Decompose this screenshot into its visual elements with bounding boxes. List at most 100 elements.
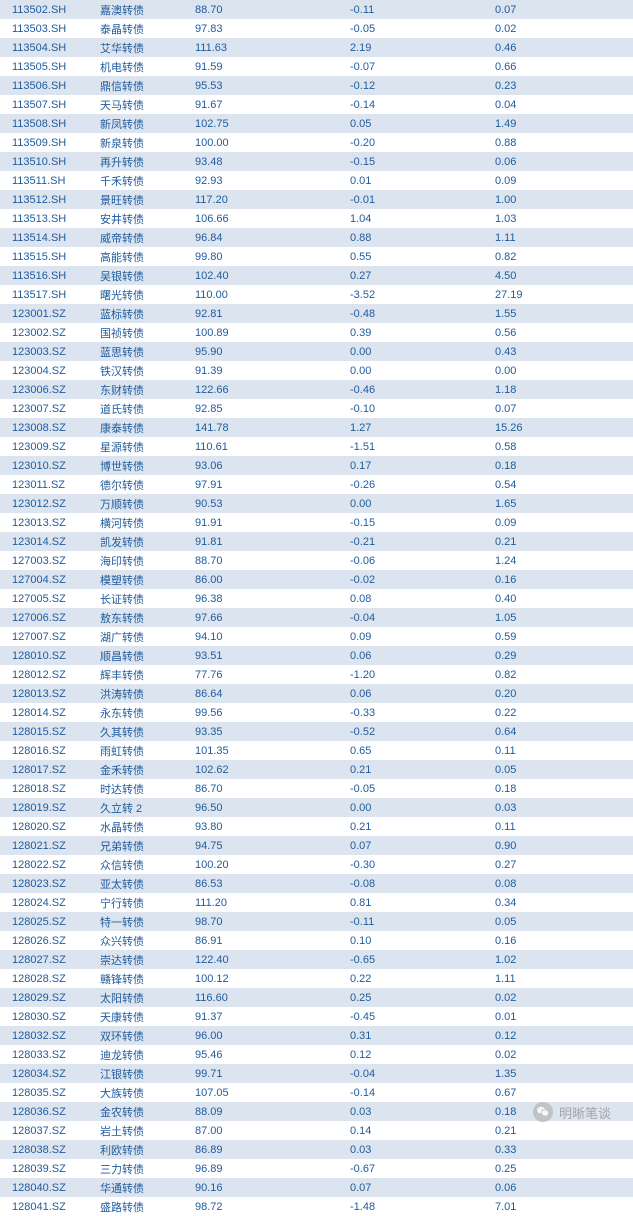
bond-last: 0.40 (495, 593, 633, 605)
bond-last: 7.01 (495, 1201, 633, 1213)
bond-change: -0.02 (350, 574, 495, 586)
bond-code: 127003.SZ (0, 555, 100, 567)
bond-name: 千禾转债 (100, 173, 195, 189)
table-row: 128014.SZ永东转债99.56-0.330.22 (0, 703, 633, 722)
table-row: 123008.SZ康泰转债141.781.2715.26 (0, 418, 633, 437)
bond-price: 91.59 (195, 61, 350, 73)
bond-change: -1.48 (350, 1201, 495, 1213)
table-row: 113512.SH景旺转债117.20-0.011.00 (0, 190, 633, 209)
bond-last: 1.24 (495, 555, 633, 567)
bond-price: 141.78 (195, 422, 350, 434)
bond-name: 吴银转债 (100, 268, 195, 284)
table-row: 113511.SH千禾转债92.930.010.09 (0, 171, 633, 190)
table-row: 128040.SZ华通转债90.160.070.06 (0, 1178, 633, 1197)
bond-last: 0.64 (495, 726, 633, 738)
bond-code: 128038.SZ (0, 1144, 100, 1156)
table-row: 128013.SZ洪涛转债86.640.060.20 (0, 684, 633, 703)
bond-name: 威帝转债 (100, 230, 195, 246)
bond-code: 128019.SZ (0, 802, 100, 814)
table-row: 128037.SZ岩土转债87.000.140.21 (0, 1121, 633, 1140)
bond-name: 大族转债 (100, 1085, 195, 1101)
bond-change: 0.65 (350, 745, 495, 757)
bond-code: 128033.SZ (0, 1049, 100, 1061)
bond-price: 91.39 (195, 365, 350, 377)
bond-name: 海印转债 (100, 553, 195, 569)
bond-change: 0.05 (350, 118, 495, 130)
bond-name: 岩土转债 (100, 1123, 195, 1139)
bond-price: 96.00 (195, 1030, 350, 1042)
bond-change: 0.00 (350, 365, 495, 377)
table-row: 128028.SZ赣锋转债100.120.221.11 (0, 969, 633, 988)
bond-change: 0.12 (350, 1049, 495, 1061)
bond-code: 128039.SZ (0, 1163, 100, 1175)
bond-name: 道氏转债 (100, 401, 195, 417)
bond-code: 113502.SH (0, 4, 100, 16)
bond-last: 0.20 (495, 688, 633, 700)
bond-name: 万顺转债 (100, 496, 195, 512)
bond-price: 93.48 (195, 156, 350, 168)
bond-name: 众兴转债 (100, 933, 195, 949)
table-row: 113510.SH再升转债93.48-0.150.06 (0, 152, 633, 171)
bond-last: 0.22 (495, 707, 633, 719)
bond-code: 113511.SH (0, 175, 100, 187)
bond-change: -0.04 (350, 612, 495, 624)
bond-name: 洪涛转债 (100, 686, 195, 702)
bond-name: 久其转债 (100, 724, 195, 740)
bond-name: 金禾转债 (100, 762, 195, 778)
bond-price: 110.00 (195, 289, 350, 301)
bond-price: 116.60 (195, 992, 350, 1004)
bond-name: 久立转 2 (100, 800, 195, 816)
bond-price: 90.53 (195, 498, 350, 510)
table-row: 128034.SZ江银转债99.71-0.041.35 (0, 1064, 633, 1083)
bond-name: 三力转债 (100, 1161, 195, 1177)
bond-last: 0.66 (495, 61, 633, 73)
bond-name: 江银转债 (100, 1066, 195, 1082)
bond-last: 15.26 (495, 422, 633, 434)
bond-price: 97.66 (195, 612, 350, 624)
bond-code: 128034.SZ (0, 1068, 100, 1080)
bond-name: 赣锋转债 (100, 971, 195, 987)
bond-name: 雨虹转债 (100, 743, 195, 759)
bond-price: 77.76 (195, 669, 350, 681)
bond-change: 0.09 (350, 631, 495, 643)
bond-change: 0.39 (350, 327, 495, 339)
bond-code: 123012.SZ (0, 498, 100, 510)
bond-code: 128015.SZ (0, 726, 100, 738)
table-row: 128035.SZ大族转债107.05-0.140.67 (0, 1083, 633, 1102)
bond-last: 0.21 (495, 1125, 633, 1137)
bond-price: 88.70 (195, 4, 350, 16)
bond-code: 128017.SZ (0, 764, 100, 776)
bond-name: 德尔转债 (100, 477, 195, 493)
bond-price: 99.80 (195, 251, 350, 263)
bond-change: -0.14 (350, 1087, 495, 1099)
bond-last: 1.00 (495, 194, 633, 206)
bond-last: 0.82 (495, 251, 633, 263)
bond-last: 1.55 (495, 308, 633, 320)
bond-last: 1.11 (495, 232, 633, 244)
bond-code: 113503.SH (0, 23, 100, 35)
table-row: 128019.SZ久立转 296.500.000.03 (0, 798, 633, 817)
table-row: 113517.SH曙光转债110.00-3.5227.19 (0, 285, 633, 304)
bond-change: -0.48 (350, 308, 495, 320)
table-row: 128039.SZ三力转债96.89-0.670.25 (0, 1159, 633, 1178)
bond-table: 113502.SH嘉澳转债88.70-0.110.07113503.SH泰晶转债… (0, 0, 633, 1216)
bond-last: 1.18 (495, 384, 633, 396)
bond-code: 123010.SZ (0, 460, 100, 472)
bond-last: 0.59 (495, 631, 633, 643)
bond-code: 128030.SZ (0, 1011, 100, 1023)
bond-price: 86.89 (195, 1144, 350, 1156)
table-row: 123011.SZ德尔转债97.91-0.260.54 (0, 475, 633, 494)
bond-code: 113512.SH (0, 194, 100, 206)
bond-last: 0.18 (495, 783, 633, 795)
bond-price: 92.93 (195, 175, 350, 187)
bond-code: 128041.SZ (0, 1201, 100, 1213)
table-row: 123007.SZ道氏转债92.85-0.100.07 (0, 399, 633, 418)
bond-price: 96.84 (195, 232, 350, 244)
bond-code: 128012.SZ (0, 669, 100, 681)
bond-change: 0.88 (350, 232, 495, 244)
table-row: 113509.SH新泉转债100.00-0.200.88 (0, 133, 633, 152)
bond-change: 1.27 (350, 422, 495, 434)
bond-price: 100.12 (195, 973, 350, 985)
bond-name: 众信转债 (100, 857, 195, 873)
bond-price: 101.35 (195, 745, 350, 757)
